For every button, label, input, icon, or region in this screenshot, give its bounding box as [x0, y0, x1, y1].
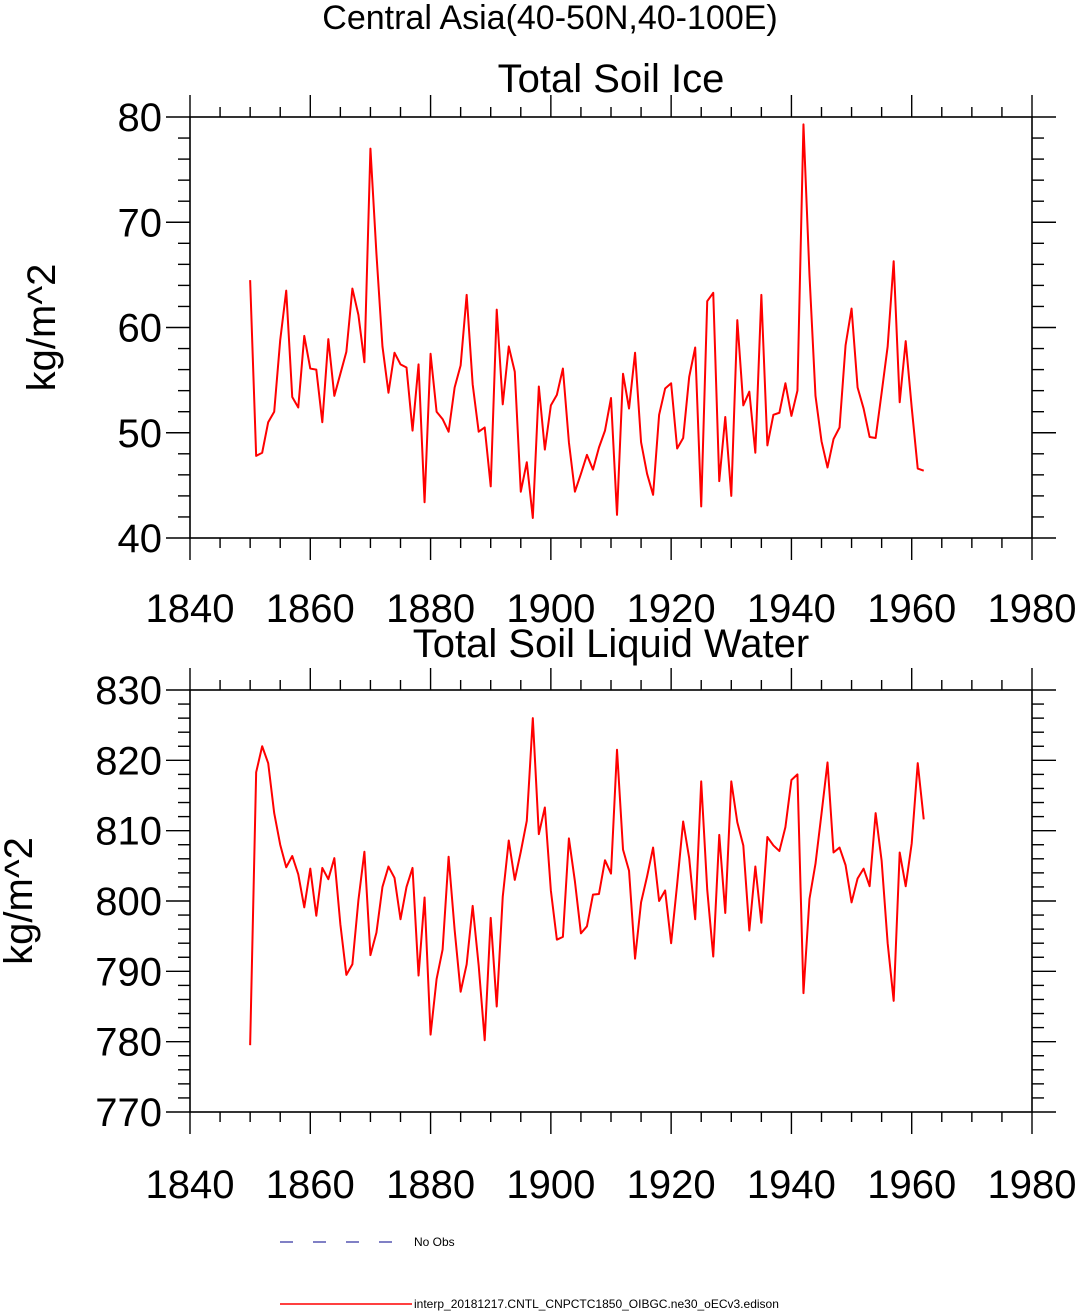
panel-total-soil-ice: Total Soil Ice kg/m^2 1840 1860 1880 1900 1920… — [20, 57, 1076, 631]
x-tick-label-ice-1840: 1840 — [146, 587, 235, 631]
y-tick-label-ice-40: 40 — [118, 517, 163, 561]
x-tick-label-liquid-1980: 1980 — [988, 1163, 1077, 1207]
x-tick-label-ice-1960: 1960 — [867, 587, 956, 631]
series-line-liquid-0 — [249, 717, 925, 1046]
x-tick-label-liquid-1900: 1900 — [506, 1163, 595, 1207]
x-tick-label-liquid-1840: 1840 — [146, 1163, 235, 1207]
legend-label-no-obs: No Obs — [414, 1235, 455, 1249]
x-tick-label-ice-1940: 1940 — [747, 587, 836, 631]
legend-label-cntl-run: interp_20181217.CNTL_CNPCTC1850_OIBGC.ne… — [414, 1297, 779, 1311]
x-tick-label-ice-1920: 1920 — [627, 587, 716, 631]
panel-total-soil-liquid-water: Total Soil Liquid Water kg/m^2 1840 1860 188… — [0, 622, 1076, 1207]
y-tick-label-ice-80: 80 — [118, 96, 163, 140]
y-tick-label-ice-50: 50 — [118, 412, 163, 456]
y-axis-label-liquid: kg/m^2 — [0, 837, 41, 965]
plot-frame-liquid — [189, 689, 1033, 1113]
y-axis-label-ice: kg/m^2 — [20, 264, 64, 392]
panel-title-liquid: Total Soil Liquid Water — [413, 622, 809, 666]
y-tick-label-liquid-810: 810 — [95, 810, 162, 854]
y-tick-label-liquid-770: 770 — [95, 1091, 162, 1135]
x-tick-label-ice-1980: 1980 — [988, 587, 1077, 631]
y-tick-label-liquid-820: 820 — [95, 739, 162, 783]
x-tick-label-liquid-1860: 1860 — [266, 1163, 355, 1207]
series-line-ice-0 — [249, 123, 925, 519]
x-tick-label-ice-1860: 1860 — [266, 587, 355, 631]
legend: No Obs interp_20181217.CNTL_CNPCTC1850_O… — [280, 1235, 779, 1311]
x-tick-label-ice-1880: 1880 — [386, 587, 475, 631]
panel-title-ice: Total Soil Ice — [498, 57, 725, 101]
x-tick-label-liquid-1920: 1920 — [627, 1163, 716, 1207]
y-tick-label-liquid-780: 780 — [95, 1021, 162, 1065]
y-tick-label-ice-70: 70 — [118, 201, 163, 245]
x-tick-label-ice-1900: 1900 — [506, 587, 595, 631]
x-tick-label-liquid-1960: 1960 — [867, 1163, 956, 1207]
y-tick-label-liquid-830: 830 — [95, 669, 162, 713]
page-title: Central Asia(40-50N,40-100E) — [322, 0, 777, 37]
plot-frame-ice — [189, 116, 1033, 539]
x-tick-label-liquid-1880: 1880 — [386, 1163, 475, 1207]
x-tick-label-liquid-1940: 1940 — [747, 1163, 836, 1207]
y-tick-label-ice-60: 60 — [118, 307, 163, 351]
y-tick-label-liquid-800: 800 — [95, 880, 162, 924]
y-tick-label-liquid-790: 790 — [95, 950, 162, 994]
